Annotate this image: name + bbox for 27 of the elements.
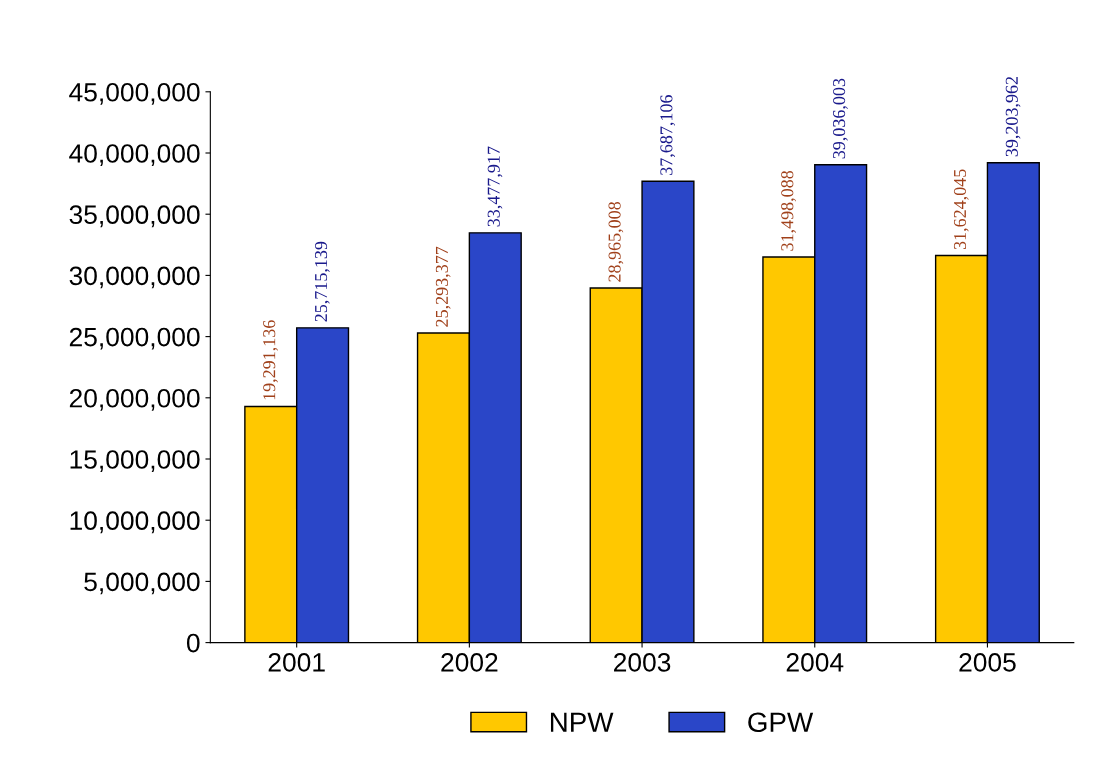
y-tick-label: 0	[186, 633, 200, 653]
data-label: 31,498,088	[781, 170, 796, 251]
y-tick-label: 15,000,000	[70, 450, 200, 472]
x-tick-label: 2002	[441, 653, 498, 672]
y-tick-label: 25,000,000	[69, 327, 200, 350]
legend-label: NPW	[550, 712, 614, 732]
data-label: 33,477,917	[487, 146, 503, 227]
data-label: 31,624,045	[953, 169, 969, 250]
y-tick-label: 35,000,000	[69, 205, 200, 228]
data-label: 39,036,003	[832, 78, 848, 159]
y-tick-label: 40,000,000	[69, 144, 200, 166]
data-label: 39,203,962	[1005, 76, 1021, 157]
legend-label: GPW	[748, 712, 814, 733]
data-label: 28,965,008	[608, 201, 624, 282]
y-tick-label: 10,000,000	[70, 511, 200, 534]
data-label: 19,291,136	[263, 320, 278, 400]
x-tick-label: 2001	[268, 653, 325, 672]
y-tick-label: 5,000,000	[84, 572, 200, 595]
y-tick-label: 20,000,000	[69, 388, 200, 411]
x-tick-label: 2003	[614, 653, 671, 672]
data-label: 25,293,377	[435, 246, 451, 327]
x-tick-label: 2005	[959, 653, 1016, 672]
x-tick-label: 2004	[786, 653, 844, 672]
y-tick-label: 30,000,000	[69, 266, 200, 289]
data-label: 25,715,139	[314, 241, 330, 322]
y-tick-label: 45,000,000	[69, 82, 200, 105]
data-label: 37,687,106	[660, 95, 676, 175]
